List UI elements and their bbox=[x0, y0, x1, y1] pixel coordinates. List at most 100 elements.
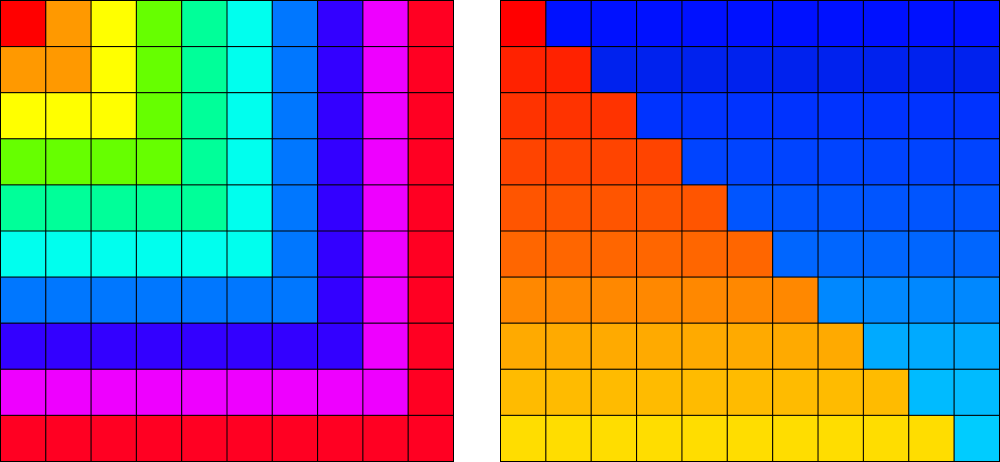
grid-cell bbox=[500, 276, 547, 324]
grid-cell bbox=[317, 46, 364, 94]
grid-cell bbox=[862, 230, 910, 278]
grid-cell bbox=[590, 0, 638, 48]
grid-cell bbox=[271, 92, 319, 140]
grid-cell bbox=[545, 322, 592, 370]
grid-cell bbox=[45, 184, 92, 232]
grid-cell bbox=[772, 230, 819, 278]
grid-cell bbox=[362, 414, 409, 462]
grid-cell bbox=[500, 92, 547, 140]
grid-cell bbox=[636, 138, 683, 186]
grid-cell bbox=[908, 46, 955, 94]
grid-cell bbox=[772, 46, 819, 94]
grid-cell bbox=[90, 0, 137, 48]
grid-cell bbox=[908, 276, 955, 324]
grid-cell bbox=[636, 230, 683, 278]
grid-cell bbox=[726, 138, 774, 186]
grid-cell bbox=[317, 138, 364, 186]
grid-cell bbox=[0, 322, 47, 370]
grid-cell bbox=[681, 138, 728, 186]
grid-cell bbox=[908, 138, 955, 186]
grid-cell bbox=[590, 184, 638, 232]
grid-cell bbox=[681, 276, 728, 324]
grid-cell bbox=[772, 368, 819, 416]
grid-cell bbox=[636, 276, 683, 324]
grid-cell bbox=[45, 0, 92, 48]
grid-cell bbox=[636, 368, 683, 416]
grid-cell bbox=[90, 230, 137, 278]
grid-cell bbox=[407, 0, 455, 48]
grid-cell bbox=[636, 46, 683, 94]
grid-cell bbox=[681, 0, 728, 48]
left-grid bbox=[0, 0, 455, 462]
grid-cell bbox=[271, 0, 319, 48]
grid-cell bbox=[908, 0, 955, 48]
grid-cell bbox=[90, 184, 137, 232]
grid-cell bbox=[953, 138, 1000, 186]
grid-cell bbox=[45, 138, 92, 186]
grid-cell bbox=[90, 138, 137, 186]
grid-cell bbox=[317, 92, 364, 140]
grid-cell bbox=[953, 92, 1000, 140]
grid-cell bbox=[271, 414, 319, 462]
grid-cell bbox=[135, 230, 183, 278]
grid-cell bbox=[772, 138, 819, 186]
grid-cell bbox=[407, 92, 455, 140]
grid-cell bbox=[90, 368, 137, 416]
grid-cell bbox=[135, 368, 183, 416]
grid-cell bbox=[226, 0, 273, 48]
grid-cell bbox=[135, 0, 183, 48]
grid-cell bbox=[772, 184, 819, 232]
grid-cell bbox=[45, 414, 92, 462]
grid-cell bbox=[500, 184, 547, 232]
grid-cell bbox=[862, 138, 910, 186]
grid-cell bbox=[545, 138, 592, 186]
grid-cell bbox=[0, 414, 47, 462]
grid-cell bbox=[590, 92, 638, 140]
grid-cell bbox=[726, 92, 774, 140]
grid-cell bbox=[317, 414, 364, 462]
grid-cell bbox=[908, 184, 955, 232]
grid-cell bbox=[271, 322, 319, 370]
grid-cell bbox=[90, 46, 137, 94]
grid-cell bbox=[226, 230, 273, 278]
grid-cell bbox=[181, 322, 228, 370]
grid-cell bbox=[407, 276, 455, 324]
grid-cell bbox=[407, 46, 455, 94]
grid-cell bbox=[772, 322, 819, 370]
grid-cell bbox=[226, 276, 273, 324]
grid-cell bbox=[590, 230, 638, 278]
grid-cell bbox=[817, 92, 864, 140]
grid-cell bbox=[362, 322, 409, 370]
grid-cell bbox=[681, 368, 728, 416]
grid-cell bbox=[407, 368, 455, 416]
grid-cell bbox=[953, 322, 1000, 370]
grid-cell bbox=[226, 92, 273, 140]
grid-cell bbox=[226, 414, 273, 462]
grid-cell bbox=[45, 46, 92, 94]
grid-cell bbox=[545, 0, 592, 48]
grid-cell bbox=[317, 230, 364, 278]
grid-cell bbox=[862, 414, 910, 462]
grid-cell bbox=[362, 46, 409, 94]
grid-cell bbox=[135, 322, 183, 370]
grid-cell bbox=[0, 0, 47, 48]
grid-cell bbox=[45, 322, 92, 370]
grid-cell bbox=[590, 46, 638, 94]
grid-cell bbox=[590, 368, 638, 416]
grid-cell bbox=[45, 276, 92, 324]
grid-cell bbox=[862, 92, 910, 140]
grid-cell bbox=[590, 414, 638, 462]
grid-cell bbox=[681, 92, 728, 140]
grid-cell bbox=[500, 414, 547, 462]
grid-cell bbox=[817, 414, 864, 462]
grid-cell bbox=[407, 414, 455, 462]
grid-cell bbox=[181, 92, 228, 140]
grid-cell bbox=[45, 230, 92, 278]
grid-cell bbox=[772, 414, 819, 462]
grid-cell bbox=[681, 230, 728, 278]
grid-cell bbox=[362, 184, 409, 232]
grid-cell bbox=[181, 230, 228, 278]
grid-cell bbox=[500, 368, 547, 416]
grid-cell bbox=[135, 46, 183, 94]
grid-cell bbox=[0, 276, 47, 324]
